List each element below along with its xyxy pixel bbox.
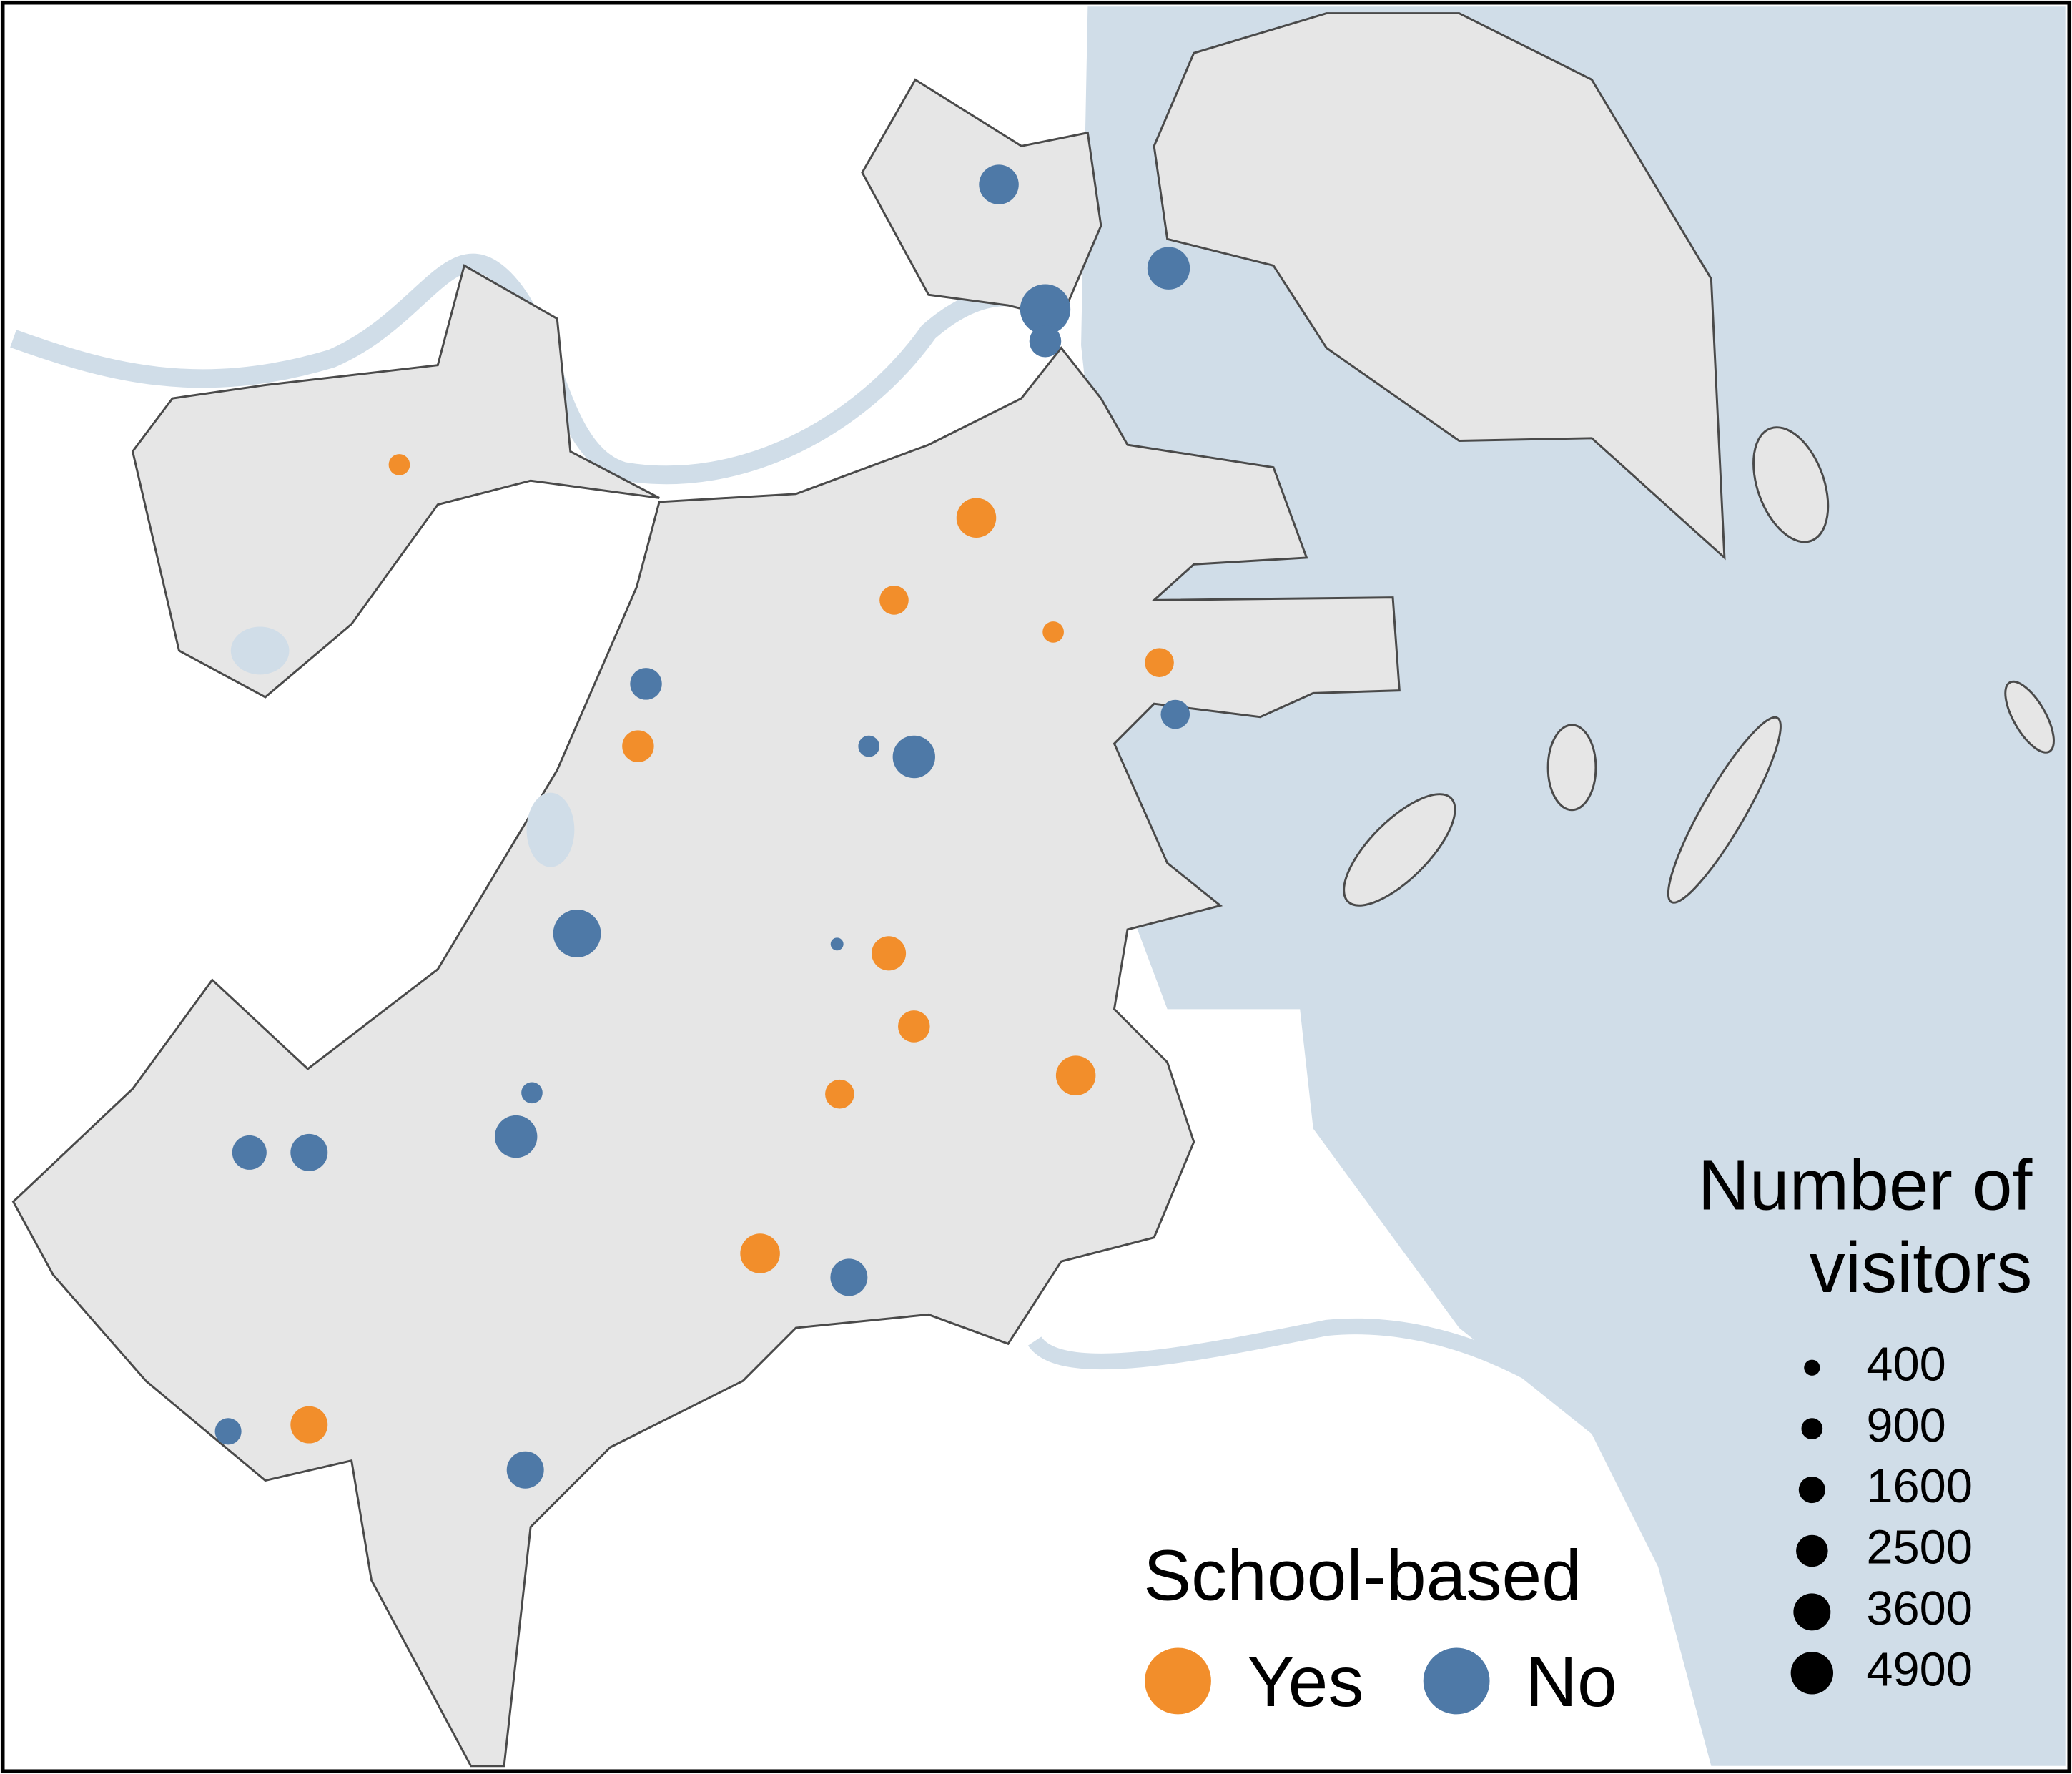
size-legend-dot [1790,1652,1834,1695]
site-point [1055,1055,1096,1095]
site-point [740,1233,780,1273]
size-legend-label: 3600 [1866,1582,1973,1635]
site-point [830,1258,868,1296]
site-point [214,1418,242,1445]
site-point [979,164,1019,204]
river [1027,1318,1678,1493]
island [2004,680,2055,754]
site-point [1147,247,1190,290]
size-legend-label: 400 [1866,1338,1945,1391]
size-legend-dot [1796,1534,1828,1567]
size-legend-dot [1798,1476,1825,1504]
land-east-boston [1153,12,1726,561]
site-point [956,498,997,538]
site-point [232,1135,267,1170]
size-legend-label: 2500 [1866,1522,1973,1575]
legend-label: Yes [1246,1642,1364,1723]
site-point [521,1082,543,1104]
legend-swatch [1423,1647,1490,1715]
site-point [553,910,601,957]
island [1752,426,1830,543]
legend-title: School-based [1143,1536,1582,1616]
legend-swatch [1145,1647,1211,1715]
pond [526,792,575,867]
site-point [1020,284,1071,335]
site-point [290,1406,328,1444]
site-point [630,668,662,700]
points [214,164,1190,1489]
site-point [898,1010,930,1043]
island [1667,716,1782,904]
land-allston [131,264,660,699]
size-legend-dot [1793,1593,1831,1631]
land-boston [11,346,1401,1768]
legend: 400 900 1600 2500 3600 4900 [1145,1338,1973,1715]
legend-label: No [1525,1642,1617,1723]
size-legend-title: Number of visitors [1697,1145,2033,1309]
site-point [622,730,654,762]
land-charlestown [861,78,1102,320]
site-point [830,937,844,951]
size-legend-label: 4900 [1866,1643,1973,1696]
harbor-water [1081,6,2066,1766]
site-point [1029,325,1062,358]
site-point [388,454,410,475]
site-point [825,1079,854,1109]
size-legend-label: 1600 [1866,1460,1973,1513]
site-point [872,936,907,971]
site-point [1145,648,1174,677]
site-point [1160,699,1190,729]
site-point [858,735,880,757]
site-point [506,1451,544,1489]
size-legend-dot [1804,1359,1820,1376]
island [1546,724,1597,812]
size-legend-label: 900 [1866,1399,1945,1452]
site-point [892,735,935,779]
site-point [879,586,909,615]
site-point [1042,621,1064,643]
pond [230,626,290,675]
island [1343,793,1456,907]
size-legend-dot [1801,1418,1823,1439]
site-point [495,1115,538,1158]
site-point [290,1133,328,1171]
